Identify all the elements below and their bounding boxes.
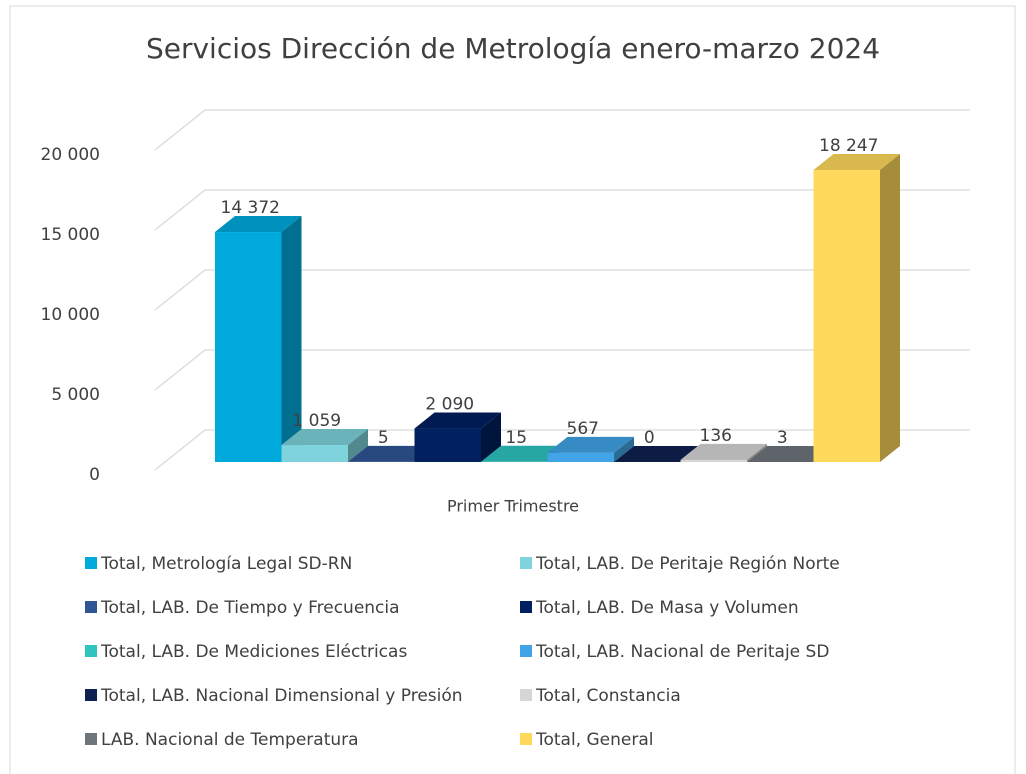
data-label: 5	[378, 428, 389, 448]
y-tick-label: 10 000	[41, 305, 100, 325]
legend-swatch	[520, 601, 532, 613]
bar-top	[547, 436, 634, 453]
legend-swatch	[85, 557, 97, 569]
bar-top	[614, 446, 701, 462]
bar-top	[747, 445, 834, 462]
bar-side	[281, 216, 302, 462]
bar-top	[348, 445, 435, 462]
data-label: 567	[567, 419, 599, 439]
grid-line	[154, 269, 970, 311]
grid-line	[154, 189, 970, 231]
bar-front	[281, 445, 348, 462]
chart-title: Servicios Dirección de Metrología enero-…	[146, 32, 880, 65]
legend-swatch	[85, 601, 97, 613]
bar-side	[348, 429, 368, 462]
grid-line	[154, 429, 970, 471]
data-label: 14 372	[221, 198, 280, 218]
bar-side	[747, 443, 767, 462]
bar-side	[880, 154, 900, 462]
data-label: 3	[777, 428, 788, 448]
bar-front	[414, 428, 481, 462]
bar-top	[813, 154, 900, 171]
legend-label: Total, LAB. Nacional Dimensional y Presi…	[100, 686, 463, 706]
bar-side	[614, 436, 634, 462]
bar-front	[813, 170, 880, 462]
legend-swatch	[520, 557, 532, 569]
data-label: 0	[644, 428, 655, 448]
bar-top	[680, 443, 767, 460]
bar-top	[481, 445, 568, 462]
legend-label: Total, Metrología Legal SD-RN	[100, 554, 352, 574]
legend-label: Total, General	[535, 730, 654, 750]
data-label: 18 247	[819, 136, 878, 156]
bar-front	[680, 459, 747, 462]
y-tick-label: 0	[89, 465, 100, 485]
bar-top	[414, 412, 501, 429]
legend-label: Total, Constancia	[535, 686, 681, 706]
legend-label: LAB. Nacional de Temperatura	[101, 730, 359, 750]
grid-line	[154, 109, 970, 151]
data-label: 15	[505, 428, 527, 448]
legend-swatch	[85, 733, 97, 745]
chart-border	[9, 5, 1016, 774]
legend-swatch	[85, 645, 97, 657]
bar-front	[547, 452, 614, 462]
bar-top	[215, 216, 302, 233]
legend-swatch	[520, 645, 532, 657]
y-tick-label: 5 000	[51, 385, 100, 405]
y-tick-label: 20 000	[41, 145, 100, 165]
grid-line	[154, 349, 970, 391]
data-label: 2 090	[425, 395, 474, 415]
legend-label: Total, LAB. De Peritaje Región Norte	[535, 554, 840, 574]
bar-front	[215, 232, 282, 462]
legend-label: Total, LAB. De Masa y Volumen	[535, 598, 799, 618]
legend-label: Total, LAB. De Tiempo y Frecuencia	[100, 598, 400, 618]
bar-side	[481, 412, 501, 462]
data-label: 136	[700, 426, 732, 446]
legend-label: Total, LAB. Nacional de Peritaje SD	[535, 642, 829, 662]
y-tick-label: 15 000	[41, 225, 100, 245]
bar-top	[281, 429, 368, 446]
legend-swatch	[520, 733, 532, 745]
x-tick-label: Primer Trimestre	[447, 497, 579, 516]
legend-label: Total, LAB. De Mediciones Eléctricas	[100, 642, 407, 662]
data-label: 1 059	[292, 411, 341, 431]
legend-swatch	[85, 689, 97, 701]
legend-swatch	[520, 689, 532, 701]
